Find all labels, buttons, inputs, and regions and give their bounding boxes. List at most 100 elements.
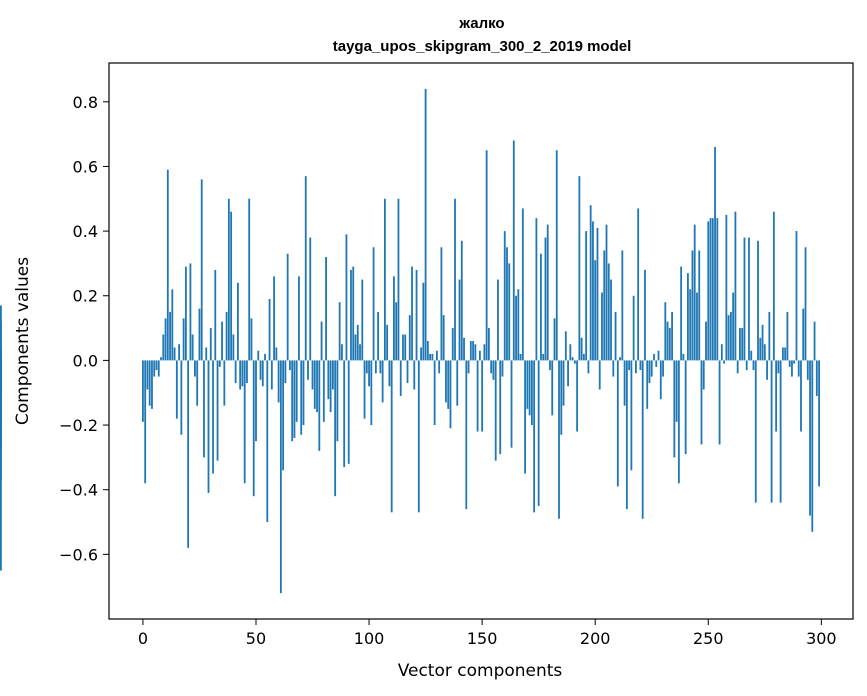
y-axis-ticks: −0.6 −0.4 −0.2 0.0 0.2 0.4 0.6 0.8 [59,93,109,564]
bar-component-123 [420,347,422,361]
bar-component-297 [813,321,816,361]
bar-component-131 [438,360,441,374]
y-tick-label: 0.0 [73,351,98,370]
bar-component-105 [379,360,382,374]
bar-component-246 [698,250,701,361]
bar-component-132 [440,247,443,361]
bar-component-125 [424,88,427,361]
bar-component-101 [370,360,373,426]
bar-component-252 [711,218,714,361]
bar-component-207 [610,279,612,361]
bar-component-21 [189,263,192,361]
bar-component-25 [198,308,201,361]
bar-component-58 [273,276,275,361]
bar-component-104 [377,311,380,361]
bars-group [0,88,820,594]
bar-component-217 [632,295,635,361]
bar-component-195 [582,353,585,361]
bar-component-64 [286,253,289,361]
bar-component-298 [815,360,818,396]
bar-component-96 [359,344,361,361]
bar-component-272 [757,240,759,361]
y-tick-label: −0.4 [59,481,98,500]
bar-component-197 [587,360,590,374]
bar-component-156 [494,360,497,461]
chart-title: жалко [458,15,504,32]
bar-component-135 [447,360,450,409]
bar-component-7 [157,360,160,377]
bar-component-281 [777,360,780,374]
bar-component-285 [786,311,789,361]
x-tick-label: 200 [580,629,611,648]
bar-component-130 [436,350,438,361]
bar-component-235 [673,360,676,458]
bar-component-191 [573,360,576,364]
bar-component-38 [227,198,230,361]
bar-component-31 [212,360,214,474]
bar-component-108 [386,324,389,361]
bar-component-136 [449,360,452,429]
bar-component-173 [533,360,536,513]
bar-component-236 [675,360,678,422]
bar-component-226 [653,353,655,361]
bar-component-287 [791,360,793,377]
bar-component-10 [164,318,167,361]
bar-component-26 [200,179,203,361]
bar-component-211 [619,357,621,361]
bar-component-11 [166,169,169,361]
bar-component-88 [341,344,343,361]
bar-component-227 [655,360,658,367]
bar-component-292 [802,308,805,361]
bar-component-245 [696,292,698,361]
bar-component-222 [644,269,646,361]
bar-component-256 [720,344,723,361]
bar-component-206 [607,263,610,361]
bar-component-107 [383,198,386,361]
bar-component-0 [142,360,144,422]
bar-component-248 [702,360,705,390]
bar-component-2 [146,360,149,390]
bar-component-291 [800,360,802,432]
bar-component-177 [542,353,545,361]
x-tick-label: 300 [806,629,837,648]
bar-component-269 [750,350,753,361]
bar-component-263 [736,360,739,374]
bar-component-42 [237,282,239,361]
bar-component-148 [476,360,479,432]
bar-component-224 [648,360,651,384]
bar-component-44 [241,360,244,387]
bar-component-147 [474,344,477,361]
bar-component-149 [478,350,481,361]
bar-component-172 [530,360,533,426]
bar-component-97 [361,279,364,361]
bar-component-30 [209,328,212,361]
bar-component-76 [313,360,316,409]
bar-component-209 [614,311,617,361]
bar-component-288 [793,360,796,364]
bar-component-93 [352,266,355,361]
bar-component-223 [646,360,649,409]
bar-component-249 [705,321,707,361]
bar-component-160 [503,231,506,361]
bar-component-106 [381,360,384,403]
bar-component-34 [218,360,221,367]
bar-component-126 [426,341,429,361]
bar-component-161 [506,247,508,361]
bar-component-119 [411,266,413,361]
bar-component-99 [365,360,368,374]
bar-component-260 [729,311,732,361]
bar-component-199 [592,221,594,361]
bar-component-63 [284,360,287,384]
bar-component-146 [472,341,474,361]
bar-component-174 [535,218,538,361]
bar-component-167 [519,353,522,361]
bar-component-92 [350,269,352,361]
bar-component-49 [252,360,255,497]
bar-component-279 [772,211,775,361]
bar-component-89 [343,360,346,468]
bar-component-152 [485,150,488,361]
bar-component-232 [666,321,669,361]
bar-component-47 [248,198,251,361]
bar-component-78 [318,360,321,451]
bar-component-120 [413,360,416,390]
